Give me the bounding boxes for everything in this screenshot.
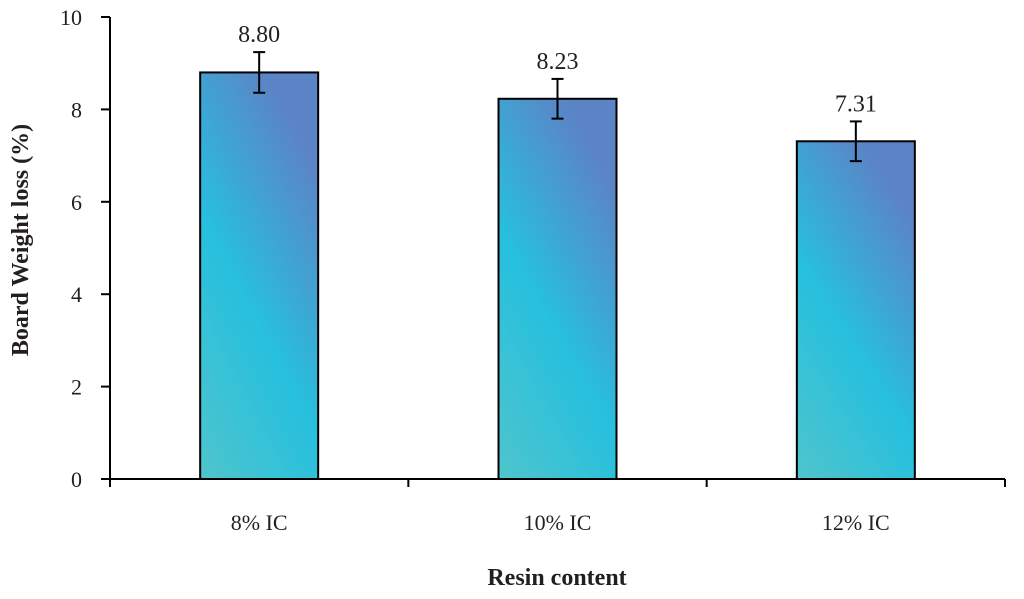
y-tick-label-5: 10 (60, 5, 82, 30)
y-tick-label-4: 8 (71, 97, 82, 122)
x-tick-label-1: 10% IC (524, 510, 592, 535)
data-label-2: 7.31 (835, 91, 877, 117)
bar-0 (199, 71, 320, 480)
x-axis-title: Resin content (487, 565, 626, 591)
bars-group (199, 51, 916, 481)
y-tick-label-3: 6 (71, 190, 82, 215)
labels-group: 8.80 8% IC 8.23 10% IC 7.31 12% IC 0 2 4 6 8 10 (60, 5, 890, 535)
y-tick-label-2: 4 (71, 282, 82, 307)
axes-group (101, 16, 1006, 487)
bar-1 (497, 97, 618, 481)
x-tick-label-0: 8% IC (231, 510, 288, 535)
data-label-1: 8.23 (537, 49, 579, 75)
y-tick-label-0: 0 (71, 467, 82, 492)
y-axis-title: Board Weight loss (%) (8, 124, 34, 356)
x-tick-label-2: 12% IC (822, 510, 890, 535)
data-label-0: 8.80 (238, 22, 280, 48)
y-tick-label-1: 2 (71, 375, 82, 400)
bar-2 (795, 140, 916, 480)
